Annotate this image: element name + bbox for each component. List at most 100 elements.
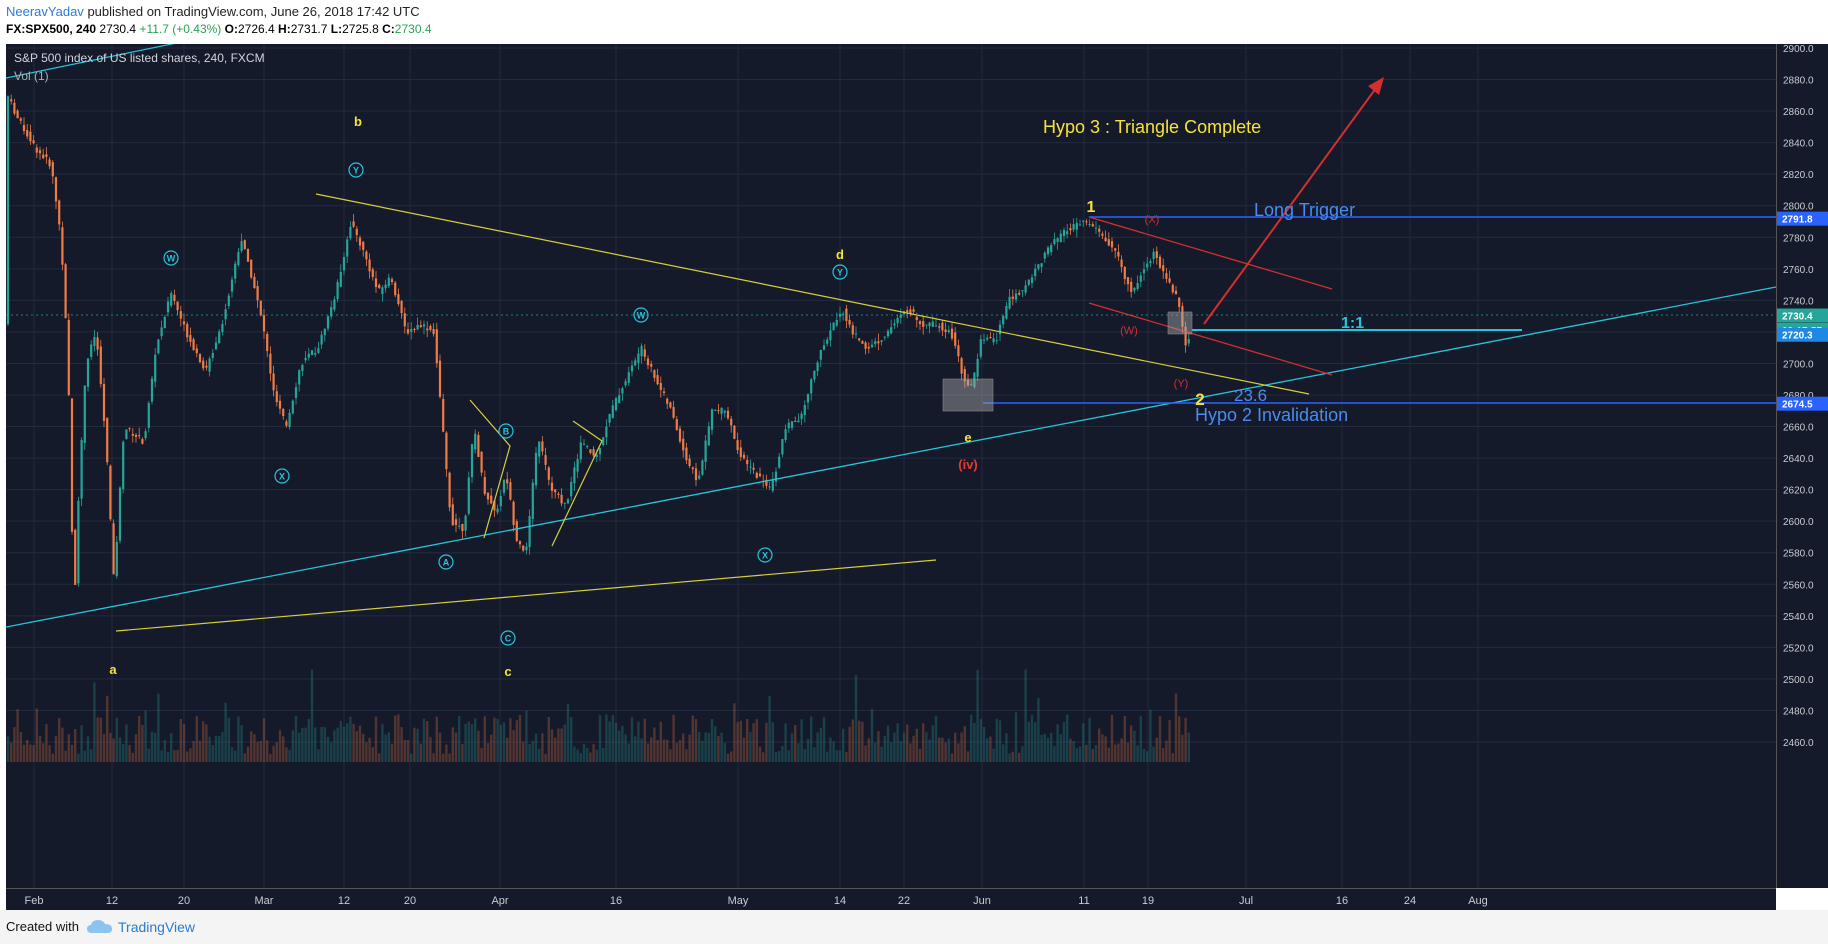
wave-circle[interactable]: Y	[348, 162, 364, 178]
red-channel-lower[interactable]	[1088, 302, 1333, 376]
time-tick: May	[728, 895, 749, 907]
price-tick: 2600.0	[1783, 517, 1814, 528]
grey-box-e[interactable]	[942, 378, 994, 412]
wave-circle[interactable]: W	[163, 250, 179, 266]
cyan-trendline-main[interactable]	[6, 286, 1776, 628]
price-axis[interactable]: 2900.0 2880.0 2860.0 2840.0 2820.0 2800.0 2780…	[1776, 44, 1828, 888]
price-tag-label: 2791.8	[1782, 215, 1813, 226]
wave-circle[interactable]: A	[438, 554, 454, 570]
time-axis-canvas: Feb 12 20 Mar 12 20 Apr 16 May 14 22 Jun 11 19 Jul 16 24…	[25, 895, 1488, 907]
price-tag	[1777, 308, 1828, 323]
svg-text:B: B	[503, 427, 510, 437]
price-tick: 2880.0	[1783, 76, 1814, 87]
price-tick: 2680.0	[1783, 391, 1814, 402]
wave-circle[interactable]: B	[498, 423, 514, 439]
wave-circle[interactable]: C	[500, 630, 516, 646]
wave-circles: W Y X W A B C X Y	[163, 162, 848, 646]
drawings	[6, 44, 1776, 632]
chart-pane[interactable]: a b c d e (iv) 1 2 (X) (W) (Y) Hypo 3 : …	[6, 44, 1776, 888]
svg-text:X: X	[762, 551, 768, 561]
close-value: 2730.4	[394, 22, 432, 36]
time-axis[interactable]: Feb 12 20 Mar 12 20 Apr 16 May 14 22 Jun 11 19 Jul 16 24…	[6, 888, 1776, 910]
price-change: +11.7 (+0.43%)	[139, 22, 222, 36]
tradingview-link[interactable]: TradingView	[118, 919, 196, 935]
wave-1-label[interactable]: 1	[1087, 199, 1096, 216]
published-text: published on TradingView.com, June 26, 2…	[87, 4, 420, 19]
time-tick: Aug	[1468, 895, 1488, 907]
ohlc-bar: FX:SPX500, 240 2730.4 +11.7 (+0.43%) O:2…	[6, 22, 432, 36]
price-tag-label: 2720.3	[1782, 331, 1813, 342]
author-link[interactable]: NeeravYadav	[6, 4, 84, 19]
time-tick: Apr	[491, 895, 508, 907]
last-price: 2730.4	[99, 22, 137, 36]
open-value: 2726.4	[237, 22, 275, 36]
svg-text:W: W	[637, 311, 646, 321]
price-tag-label: 2730.4	[1782, 312, 1813, 323]
wave-circle[interactable]: W	[633, 307, 649, 323]
cyan-trendline-top[interactable]	[6, 44, 196, 79]
time-tick: 20	[404, 895, 416, 907]
time-tick: Jul	[1239, 895, 1253, 907]
grey-box-current[interactable]	[1167, 311, 1193, 335]
wave-circle[interactable]: X	[757, 547, 773, 563]
wave-d-label[interactable]: d	[836, 247, 844, 262]
wave-circle[interactable]: Y	[832, 264, 848, 280]
price-tag	[1777, 396, 1828, 411]
cloud-logo-icon	[87, 920, 112, 933]
price-tick: 2560.0	[1783, 580, 1814, 591]
subwave-y-label[interactable]: (Y)	[1174, 378, 1189, 390]
price-tick: 2620.0	[1783, 486, 1814, 497]
price-tick: 2540.0	[1783, 612, 1814, 623]
wave-c-label[interactable]: c	[504, 664, 511, 679]
wave-circle[interactable]: X	[274, 468, 290, 484]
wave-a-label[interactable]: a	[109, 662, 117, 677]
yellow-line-upper[interactable]	[315, 193, 1310, 395]
high-value: 2731.7	[290, 22, 328, 36]
yellow-triangle-2[interactable]	[551, 420, 603, 547]
price-tick: 2820.0	[1783, 170, 1814, 181]
price-tick: 2740.0	[1783, 296, 1814, 307]
time-tick: 11	[1078, 895, 1089, 907]
price-axis-canvas: 2900.0 2880.0 2860.0 2840.0 2820.0 2800.0 2780…	[1777, 44, 1828, 749]
price-tick: 2520.0	[1783, 643, 1814, 654]
svg-text:A: A	[443, 558, 450, 568]
ratio-label[interactable]: 1:1	[1341, 315, 1364, 332]
wave-b-label[interactable]: b	[354, 114, 362, 129]
chart-canvas[interactable]: a b c d e (iv) 1 2 (X) (W) (Y) Hypo 3 : …	[6, 44, 1776, 888]
time-tick: Mar	[255, 895, 274, 907]
price-tick: 2860.0	[1783, 107, 1814, 118]
time-tick: 24	[1404, 895, 1416, 907]
subwave-x-label[interactable]: (X)	[1145, 214, 1160, 226]
wave-iv-label[interactable]: (iv)	[958, 457, 978, 472]
time-tick: 20	[178, 895, 190, 907]
symbol-label: FX:SPX500, 240	[6, 22, 97, 36]
subwave-w-label[interactable]: (W)	[1120, 325, 1138, 337]
wave-e-label[interactable]: e	[964, 430, 971, 445]
yellow-triangle-1[interactable]	[469, 399, 511, 539]
long-arrow[interactable]	[1203, 83, 1380, 325]
svg-text:C: C	[505, 634, 512, 644]
time-tick: 16	[610, 895, 622, 907]
long-trigger-label[interactable]: Long Trigger	[1254, 200, 1355, 220]
price-tick: 2460.0	[1783, 738, 1814, 749]
red-channel-upper[interactable]	[1088, 216, 1333, 290]
price-tag-label: 2674.5	[1782, 400, 1813, 411]
svg-text:Y: Y	[353, 166, 359, 176]
low-label: L:	[330, 22, 343, 36]
high-label: H:	[278, 22, 291, 36]
created-with-text: Created with	[6, 919, 79, 934]
hypo2-label[interactable]: Hypo 2 Invalidation	[1195, 405, 1348, 425]
time-tick: Jun	[973, 895, 991, 907]
price-tick: 2660.0	[1783, 423, 1814, 434]
price-tick: 2780.0	[1783, 233, 1814, 244]
hypo3-label[interactable]: Hypo 3 : Triangle Complete	[1043, 117, 1261, 137]
yellow-line-lower[interactable]	[115, 559, 937, 632]
wave-2-label[interactable]: 2	[1195, 390, 1204, 409]
candles	[6, 94, 1190, 587]
price-tick: 2500.0	[1783, 675, 1814, 686]
price-tick: 2480.0	[1783, 706, 1814, 717]
fib-label[interactable]: 23.6	[1234, 386, 1267, 405]
time-tick: Feb	[25, 895, 44, 907]
time-tick: 12	[106, 895, 118, 907]
svg-text:Y: Y	[837, 268, 843, 278]
